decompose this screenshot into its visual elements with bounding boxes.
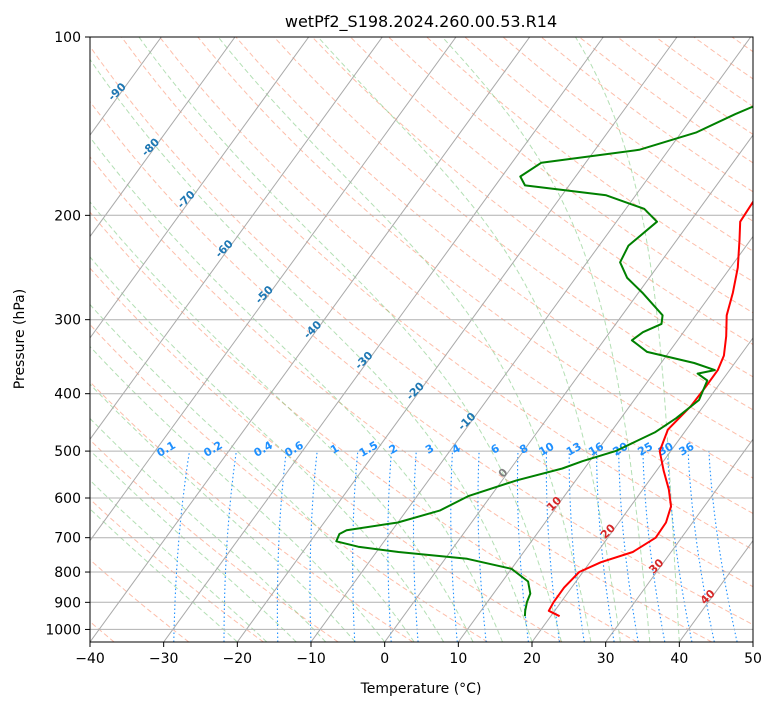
sounding-lines	[335, 105, 753, 618]
mixing-ratio-line	[516, 451, 529, 642]
isotherm	[457, 235, 753, 642]
dry-adiabat	[90, 267, 563, 642]
y-tick-label: 300	[54, 313, 81, 329]
chart-title: wetPf2_S198.2024.260.00.53.R14	[285, 12, 557, 32]
dry-adiabat	[90, 439, 339, 642]
isotherm	[90, 37, 310, 339]
mixing-ratio-line	[618, 451, 639, 642]
isotherm	[531, 337, 753, 642]
dry-adiabat	[311, 37, 753, 378]
isotherm	[236, 37, 678, 642]
mixing-ratio-line	[687, 451, 715, 642]
x-tick-label: 0	[380, 651, 389, 667]
y-tick-label: 800	[54, 565, 81, 581]
y-tick-label: 500	[54, 444, 81, 460]
dry-adiabat	[197, 37, 753, 479]
moist-adiabat	[317, 37, 621, 642]
mixing-ratio-line	[708, 451, 738, 642]
isotherm	[163, 37, 604, 642]
moist-adiabat	[90, 345, 386, 642]
y-tick-label: 600	[54, 491, 81, 507]
moist-adiabat	[575, 37, 680, 642]
isotherm	[384, 134, 753, 642]
temperature-line	[547, 200, 753, 618]
x-tick-label: 40	[670, 651, 688, 667]
x-tick-label: 20	[523, 651, 541, 667]
moist-adiabat	[90, 417, 327, 642]
dry-adiabat	[90, 211, 638, 642]
y-tick-label: 400	[54, 387, 81, 403]
x-axis-title: Temperature (°C)	[360, 681, 482, 697]
y-tick-label: 1000	[45, 622, 81, 638]
isotherm	[90, 37, 531, 642]
mixing-ratio-line	[568, 451, 585, 642]
dry-adiabat	[770, 37, 775, 642]
dry-adiabat	[350, 37, 753, 346]
y-tick-label: 700	[54, 531, 81, 547]
dewpoint-line	[335, 105, 753, 617]
moist-adiabat	[217, 37, 592, 642]
isotherm	[605, 438, 753, 642]
moist-adiabat	[90, 383, 356, 642]
plot-frame	[89, 36, 754, 643]
y-tick-label: 900	[54, 595, 81, 611]
x-tick-label: −40	[75, 651, 105, 667]
x-axis: −40 −30 −20 −10 0 10 20 30 40 50	[75, 642, 762, 667]
moist-adiabat	[90, 449, 297, 642]
mixing-ratio-line	[545, 451, 561, 642]
moist-adiabat	[138, 37, 562, 642]
plot-background	[90, 37, 753, 642]
dry-adiabat	[90, 156, 712, 642]
y-tick-label: 100	[54, 30, 81, 46]
isotherm	[90, 37, 457, 542]
x-tick-label: 50	[744, 651, 762, 667]
moist-adiabat	[90, 201, 474, 642]
dry-adiabat	[90, 559, 190, 642]
isotherm	[90, 37, 383, 441]
dry-adiabat	[90, 45, 753, 588]
mixing-ratio-line	[642, 451, 666, 642]
dry-adiabat	[90, 100, 753, 626]
x-tick-label: −10	[296, 651, 326, 667]
x-tick-label: 10	[449, 651, 467, 667]
mixing-ratio-line	[596, 451, 615, 642]
x-tick-label: −30	[149, 651, 179, 667]
y-tick-label: 200	[54, 208, 81, 224]
background-lines	[90, 37, 775, 642]
x-tick-label: 30	[597, 651, 615, 667]
moist-adiabat	[90, 58, 533, 642]
isotherm	[752, 641, 753, 642]
moist-adiabat	[90, 136, 503, 642]
dry-adiabat	[235, 37, 753, 445]
dry-adiabat	[90, 381, 414, 642]
x-tick-label: −20	[223, 651, 253, 667]
isotherm	[90, 37, 236, 238]
moist-adiabat	[90, 256, 445, 642]
y-axis-title: Pressure (hPa)	[12, 289, 28, 389]
y-axis: 100 200 300 400 500 600 700 800 900 1000	[45, 30, 90, 638]
moist-adiabat	[441, 37, 651, 642]
